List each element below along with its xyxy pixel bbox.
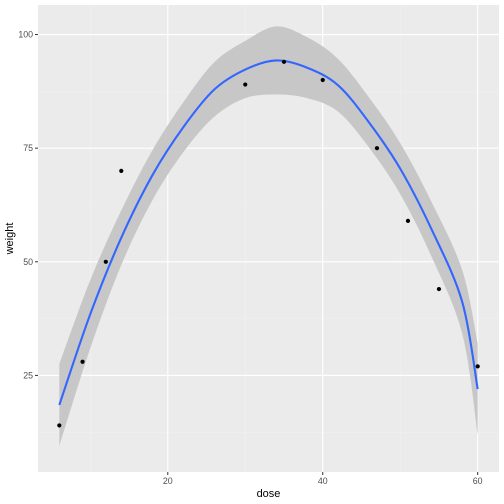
data-point (374, 146, 380, 151)
data-point (103, 259, 108, 264)
x-axis-title: dose (257, 488, 281, 500)
y-tick-label: 75 (23, 143, 33, 153)
smooth-fit-line (58, 59, 479, 406)
y-axis: 25 50 75 100 (18, 30, 38, 380)
major-gridlines (38, 5, 499, 472)
data-point (119, 168, 124, 173)
y-axis-title: weight (4, 223, 16, 256)
data-point (80, 359, 85, 364)
data-points (57, 59, 480, 428)
data-point (475, 364, 480, 369)
data-point (57, 423, 62, 428)
y-tick-label: 50 (23, 257, 33, 267)
data-point (405, 218, 411, 223)
x-axis: 20 40 60 (163, 472, 483, 486)
x-tick-label: 20 (163, 476, 173, 486)
data-point (281, 59, 287, 64)
confidence-ribbon (59, 26, 478, 446)
x-tick-label: 40 (318, 476, 328, 486)
y-tick-label: 25 (23, 370, 33, 380)
x-tick-label: 60 (473, 476, 483, 486)
data-point (243, 82, 248, 87)
data-point (320, 77, 325, 83)
data-point (436, 286, 442, 292)
y-tick-label: 100 (18, 30, 33, 40)
